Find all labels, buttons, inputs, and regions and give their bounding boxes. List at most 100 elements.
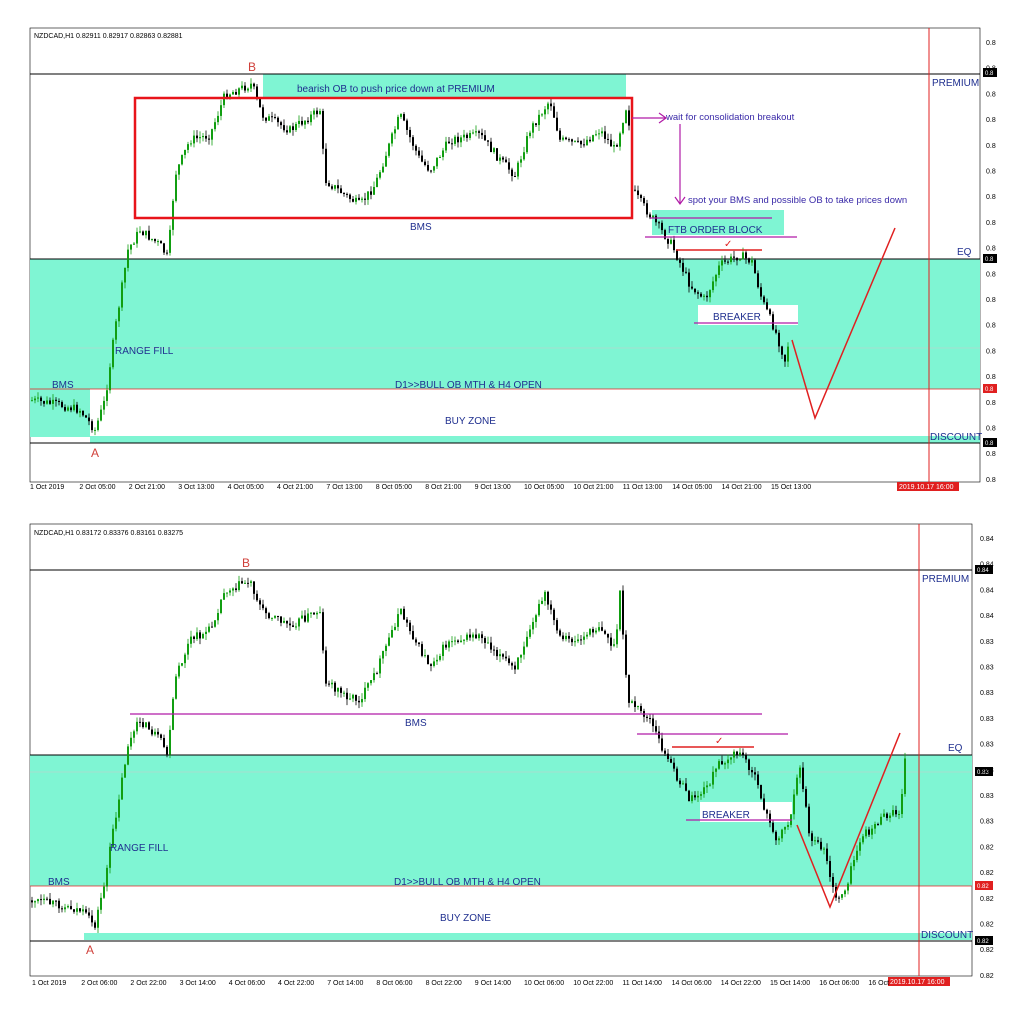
candle bbox=[292, 122, 294, 136]
candle bbox=[433, 165, 435, 173]
candle bbox=[577, 137, 579, 143]
candle bbox=[163, 242, 165, 256]
candle bbox=[481, 631, 483, 644]
candle bbox=[214, 619, 216, 628]
candle bbox=[685, 777, 687, 792]
candle bbox=[562, 632, 564, 642]
ftb-ob-zone bbox=[652, 210, 784, 235]
candle bbox=[601, 621, 603, 632]
candle bbox=[736, 257, 738, 266]
candle bbox=[463, 129, 465, 141]
candle bbox=[589, 627, 591, 637]
candle bbox=[232, 587, 234, 597]
candle bbox=[295, 622, 297, 630]
candle bbox=[376, 173, 378, 188]
candle bbox=[382, 650, 384, 664]
candle bbox=[379, 655, 381, 678]
text-breaker: BREAKER bbox=[702, 810, 750, 821]
x-tick-label: 1 Oct 2019 bbox=[30, 484, 64, 491]
candle bbox=[376, 671, 378, 675]
candle bbox=[574, 635, 576, 647]
candle bbox=[115, 318, 117, 344]
candle bbox=[844, 889, 846, 898]
candle bbox=[265, 117, 267, 124]
candle bbox=[532, 617, 534, 635]
candle bbox=[112, 337, 114, 370]
candle bbox=[421, 641, 423, 658]
candle bbox=[121, 773, 123, 800]
candle bbox=[706, 291, 708, 302]
price-tag-discount-text: 0.8 bbox=[985, 441, 994, 447]
candle bbox=[367, 191, 369, 205]
candle bbox=[511, 661, 513, 670]
candle bbox=[751, 256, 753, 266]
candle bbox=[460, 135, 462, 148]
candle bbox=[40, 395, 42, 406]
candle bbox=[643, 196, 645, 206]
candle bbox=[64, 404, 66, 413]
candle bbox=[484, 130, 486, 141]
candle bbox=[160, 733, 162, 741]
candle bbox=[178, 662, 180, 679]
candle bbox=[76, 401, 78, 415]
candle bbox=[37, 898, 39, 904]
text-breaker: BREAKER bbox=[713, 312, 761, 323]
candle bbox=[538, 109, 540, 131]
x-tick-label: 8 Oct 21:00 bbox=[425, 484, 461, 491]
candle bbox=[649, 714, 651, 724]
candle bbox=[403, 112, 405, 122]
candle bbox=[247, 577, 249, 588]
candle bbox=[268, 611, 270, 620]
x-tick-label: 4 Oct 21:00 bbox=[277, 484, 313, 491]
candle bbox=[478, 632, 480, 641]
candle bbox=[796, 774, 798, 797]
candle bbox=[586, 135, 588, 146]
candle bbox=[82, 904, 84, 916]
candle bbox=[895, 805, 897, 818]
candle bbox=[286, 125, 288, 135]
candle bbox=[298, 115, 300, 128]
candle bbox=[673, 235, 675, 253]
y-tick-label: 0.84 bbox=[980, 587, 994, 594]
candle bbox=[613, 141, 615, 153]
candle bbox=[709, 289, 711, 303]
candle bbox=[145, 722, 147, 729]
candle bbox=[136, 717, 138, 735]
candle bbox=[46, 396, 48, 405]
candle bbox=[496, 148, 498, 161]
candle bbox=[49, 893, 51, 905]
candle bbox=[355, 194, 357, 205]
x-tick-label: 16 Oct 06:00 bbox=[819, 980, 859, 987]
candle bbox=[778, 836, 780, 845]
projected-path bbox=[796, 732, 901, 910]
candle bbox=[391, 625, 393, 638]
y-tick-label: 0.82 bbox=[980, 896, 994, 903]
candle bbox=[418, 146, 420, 159]
y-tick-label: 0.8 bbox=[986, 220, 996, 227]
candle bbox=[637, 185, 639, 200]
candle bbox=[646, 199, 648, 218]
text-premium: PREMIUM bbox=[922, 574, 969, 585]
candle bbox=[418, 642, 420, 647]
candle bbox=[139, 717, 141, 728]
candle bbox=[439, 155, 441, 159]
text-wait: wait for consolidation breakout bbox=[665, 112, 795, 123]
candle bbox=[727, 260, 729, 265]
candle bbox=[184, 652, 186, 668]
candle bbox=[721, 755, 723, 765]
candle bbox=[304, 610, 306, 623]
candle bbox=[262, 104, 264, 122]
candle bbox=[358, 696, 360, 709]
price-tag-eq-text: 0.83 bbox=[977, 770, 989, 776]
candle bbox=[118, 305, 120, 328]
candle bbox=[694, 288, 696, 295]
y-tick-label: 0.82 bbox=[980, 947, 994, 954]
candle bbox=[820, 837, 822, 851]
candle bbox=[823, 846, 825, 855]
candle bbox=[784, 826, 786, 834]
candle bbox=[466, 632, 468, 642]
candle bbox=[739, 258, 741, 262]
candle bbox=[130, 243, 132, 255]
candle bbox=[652, 714, 654, 733]
candle bbox=[775, 830, 777, 845]
